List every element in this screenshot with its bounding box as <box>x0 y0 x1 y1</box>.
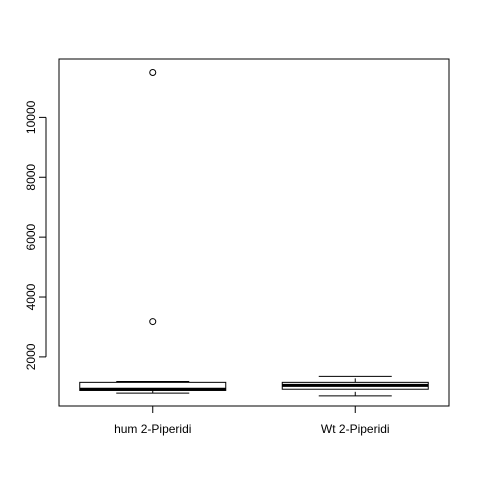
box-group <box>281 375 429 397</box>
outlier-point <box>149 318 157 326</box>
y-tick-label: 2000 <box>24 343 38 370</box>
box-group <box>79 68 227 394</box>
x-tick-label: Wt 2-Piperidi <box>321 422 390 436</box>
y-tick-label: 6000 <box>24 223 38 250</box>
outlier-point <box>149 68 157 76</box>
y-tick-label: 10000 <box>24 100 38 134</box>
box-series <box>79 68 429 397</box>
x-axis: hum 2-Piperidi Wt 2-Piperidi <box>114 406 390 436</box>
y-tick-label: 4000 <box>24 283 38 310</box>
y-tick-label: 8000 <box>24 164 38 191</box>
y-axis: 2000 4000 6000 8000 10000 <box>24 100 47 370</box>
plot-frame <box>58 58 450 407</box>
x-tick-label: hum 2-Piperidi <box>114 422 191 436</box>
